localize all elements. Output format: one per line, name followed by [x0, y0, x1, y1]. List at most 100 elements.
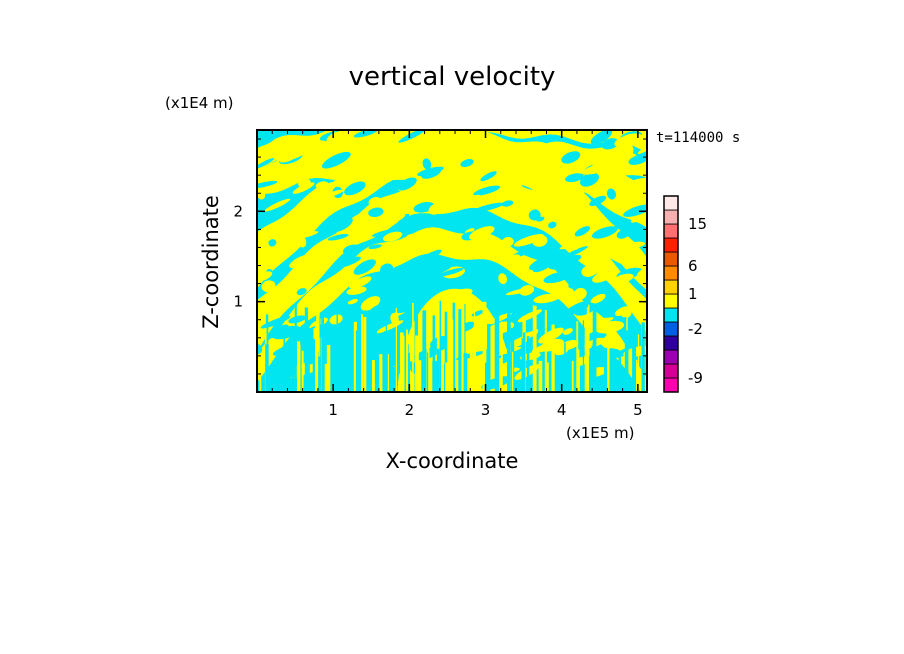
field-cell: [380, 263, 394, 276]
field-cell: [288, 315, 307, 324]
surface-streak: [461, 324, 465, 392]
colorbar-segment: [663, 265, 679, 281]
surface-streak: [498, 357, 502, 392]
surface-streak: [294, 304, 297, 392]
field-cell: [312, 144, 335, 157]
field-cell: [563, 267, 574, 275]
surface-streak: [605, 339, 609, 392]
field-cell: [551, 301, 564, 313]
field-cell: [606, 188, 617, 200]
field-cell: [614, 133, 642, 147]
field-cell: [579, 218, 591, 227]
field-cell: [297, 235, 307, 248]
surface-streak: [586, 307, 589, 392]
surface-streak: [526, 336, 530, 392]
surface-streak: [283, 334, 286, 392]
x-tick-label: 1: [328, 401, 338, 419]
x-scale-label: (x1E5 m): [566, 424, 635, 442]
field-cell: [271, 325, 301, 340]
surface-streak: [299, 355, 302, 392]
surface-streak: [353, 321, 357, 392]
surface-streak: [439, 300, 442, 392]
field-cell: [533, 293, 561, 304]
surface-streak: [300, 344, 302, 392]
surface-streak: [618, 353, 621, 392]
field-cell: [474, 168, 485, 176]
surface-streak: [576, 349, 580, 392]
surface-streak: [546, 362, 549, 392]
field-cell: [616, 229, 631, 239]
field-cell: [582, 166, 598, 175]
positive-band: [257, 130, 647, 170]
colorbar-segment: [663, 321, 679, 337]
surface-streak: [523, 332, 526, 392]
field-cell: [261, 280, 276, 293]
field-cell: [590, 300, 618, 311]
field-cell: [403, 147, 433, 161]
surface-streak: [495, 303, 500, 392]
time-label: t=114000 s: [656, 130, 740, 146]
field-cell: [417, 166, 444, 177]
field-cell: [450, 169, 465, 178]
surface-streak: [415, 335, 419, 392]
surface-streak: [464, 303, 466, 392]
field-cell: [397, 177, 417, 191]
field-cell: [466, 194, 483, 205]
colorbar-segment: [663, 223, 679, 239]
surface-streak: [452, 302, 456, 392]
field-cell: [289, 254, 313, 269]
surface-streak: [368, 338, 371, 392]
field-cell: [368, 244, 382, 250]
field-cell: [601, 138, 619, 150]
field-cell: [528, 209, 541, 221]
surface-streak: [272, 360, 275, 392]
surface-streak: [573, 350, 577, 392]
field-cell: [590, 240, 603, 251]
field-cell: [388, 337, 403, 348]
field-cell: [590, 130, 613, 145]
field-cell: [538, 327, 564, 344]
field-cell: [492, 164, 515, 172]
colorbar-segment: [663, 377, 679, 393]
field-cell: [594, 317, 614, 326]
surface-streak: [301, 350, 304, 392]
field-cell: [591, 226, 618, 239]
surface-streak: [304, 307, 308, 392]
colorbar-segment: [663, 307, 679, 323]
field-cell: [296, 288, 307, 296]
field-cell: [592, 270, 614, 283]
field-cell: [637, 145, 647, 154]
field-cell: [401, 243, 428, 257]
field-cell: [330, 217, 353, 233]
y-tick-label: 2: [233, 202, 243, 220]
field-cell: [335, 130, 352, 140]
field-cell: [585, 262, 606, 276]
field-cell: [565, 173, 584, 183]
colorbar-segment: [663, 209, 679, 225]
field-cell: [305, 157, 315, 164]
field-cell: [473, 202, 504, 212]
field-cell: [568, 281, 579, 289]
field-cell: [621, 241, 646, 249]
surface-streak: [341, 328, 346, 392]
surface-streak: [375, 321, 377, 392]
field-cell: [562, 328, 573, 335]
surface-streak: [317, 356, 321, 392]
surface-streak: [395, 307, 397, 392]
colorbar-segment: [663, 363, 679, 379]
field-cell: [398, 130, 426, 143]
surface-streak: [432, 360, 436, 392]
surface-streak: [406, 352, 410, 392]
field-cell: [501, 200, 514, 207]
field-cell: [360, 296, 381, 311]
surface-streak: [400, 332, 404, 392]
field-cell: [558, 254, 582, 266]
surface-streak: [312, 339, 317, 392]
colorbar-segment: [663, 237, 679, 253]
surface-streak: [511, 351, 514, 392]
field-cell: [440, 186, 449, 193]
field-cell: [266, 162, 277, 169]
field-cell: [344, 181, 366, 196]
field-cell: [308, 254, 327, 266]
surface-streak: [637, 334, 640, 392]
